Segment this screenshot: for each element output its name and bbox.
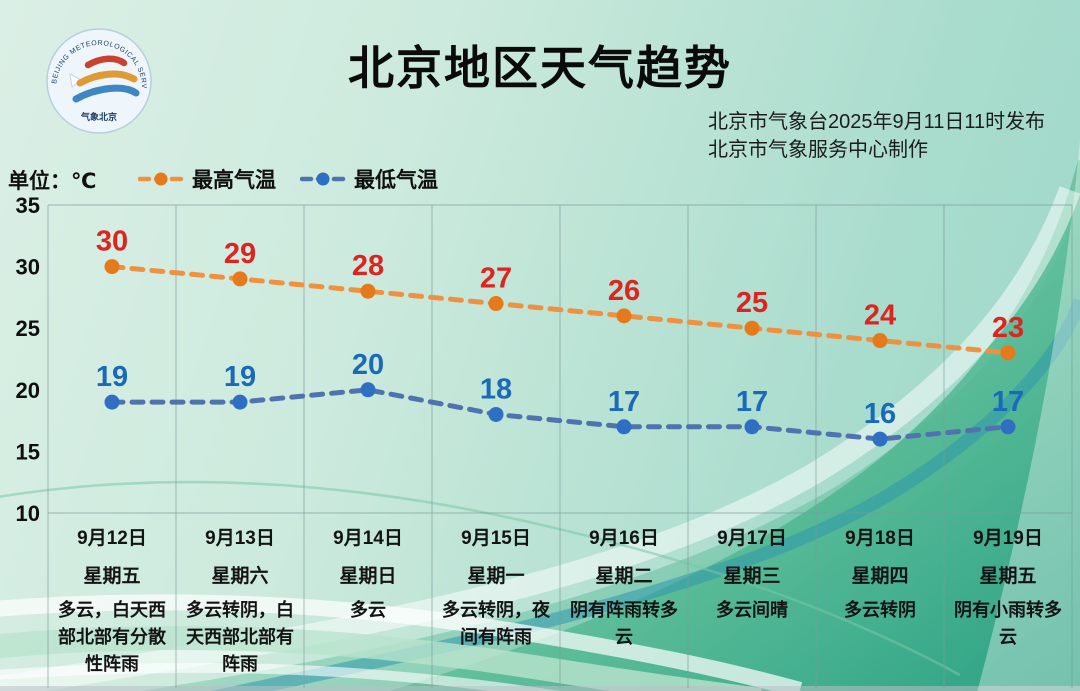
min-temp-marker bbox=[1000, 419, 1016, 435]
max-temp-value: 26 bbox=[608, 275, 640, 307]
logo-circle bbox=[46, 28, 152, 134]
max-temp-value: 25 bbox=[736, 287, 768, 319]
unit-label: 单位：℃ bbox=[8, 170, 97, 193]
max-temp-value: 29 bbox=[224, 238, 256, 270]
weekday-label: 星期五 bbox=[979, 565, 1036, 587]
wave-thin-line bbox=[0, 480, 961, 677]
logo-red-swoosh-icon bbox=[84, 55, 128, 69]
y-axis-tick-label: 10 bbox=[16, 501, 40, 526]
weather-text: 多云转阴，白天西部北部有阵雨 bbox=[186, 600, 294, 674]
publisher-line2: 北京市气象服务中心制作 bbox=[708, 139, 928, 161]
legend-item-max: 最高气温 bbox=[138, 164, 276, 194]
max-temp-value: 27 bbox=[480, 263, 512, 295]
weekday-label: 星期六 bbox=[211, 564, 268, 587]
min-temp-value: 17 bbox=[736, 386, 768, 418]
max-temp-marker bbox=[104, 259, 120, 275]
y-axis-tick-label: 15 bbox=[16, 439, 40, 464]
min-temp-value: 19 bbox=[96, 361, 128, 393]
min-temp-legend-marker-icon bbox=[300, 172, 346, 186]
min-temp-value: 17 bbox=[992, 386, 1024, 418]
min-temp-value: 20 bbox=[352, 349, 384, 381]
min-temp-marker bbox=[616, 419, 632, 435]
max-temp-value: 30 bbox=[96, 226, 128, 258]
min-temp-marker bbox=[360, 382, 376, 398]
page-title: 北京地区天气趋势 bbox=[348, 42, 732, 94]
weekday-label: 星期四 bbox=[851, 565, 908, 587]
max-temp-marker bbox=[616, 308, 632, 324]
max-temp-marker bbox=[872, 333, 888, 349]
date-label: 9月13日 bbox=[205, 528, 275, 549]
wave-white-2 bbox=[0, 662, 561, 691]
min-temp-value: 16 bbox=[864, 398, 896, 430]
weather-text: 阴有阵雨转多云 bbox=[570, 600, 678, 647]
max-temp-value: 23 bbox=[992, 312, 1024, 344]
wave-white-1 bbox=[0, 594, 803, 691]
wave-right-wedge bbox=[977, 140, 1080, 691]
logo-bottom-text: 气象北京 bbox=[80, 111, 117, 122]
min-temp-line bbox=[109, 387, 1011, 442]
max-temp-value: 24 bbox=[864, 300, 896, 332]
date-label: 9月14日 bbox=[333, 528, 403, 549]
date-label: 9月17日 bbox=[717, 528, 787, 549]
date-label: 9月19日 bbox=[973, 528, 1043, 549]
max-temp-legend-marker-icon bbox=[138, 172, 184, 186]
date-label: 9月16日 bbox=[589, 528, 659, 549]
min-temp-marker bbox=[872, 431, 888, 447]
weekday-label: 星期三 bbox=[723, 565, 780, 587]
min-temp-legend-label: 最低气温 bbox=[354, 169, 438, 192]
chart-legend: 最高气温 最低气温 bbox=[138, 164, 438, 194]
min-temp-marker bbox=[744, 419, 760, 435]
min-temp-value: 17 bbox=[608, 386, 640, 418]
logo-orange-swoosh-icon bbox=[76, 70, 138, 87]
y-axis-tick-label: 20 bbox=[16, 378, 40, 403]
max-temp-marker bbox=[360, 283, 376, 299]
min-temp-marker bbox=[104, 394, 120, 410]
weather-text: 多云间晴 bbox=[716, 600, 788, 620]
weather-text: 阴有小雨转多云 bbox=[954, 600, 1062, 647]
weekday-label: 星期二 bbox=[595, 565, 652, 587]
y-axis-tick-label: 35 bbox=[16, 193, 40, 218]
weekday-label: 星期一 bbox=[467, 565, 524, 587]
weather-text: 多云转阴，夜间有阵雨 bbox=[442, 600, 550, 647]
publisher-info: 北京市气象台2025年9月11日11时发布 北京市气象服务中心制作 bbox=[708, 108, 1045, 164]
meteorological-service-logo: BEIJING METEOROLOGICAL SERVICE 气象北京 bbox=[44, 26, 152, 134]
max-temp-marker bbox=[488, 296, 504, 312]
wave-deep-green bbox=[389, 160, 1080, 691]
weather-text: 多云，白天西部北部有分散性阵雨 bbox=[58, 600, 166, 674]
logo-dove-icon bbox=[69, 73, 82, 88]
weather-text: 多云转阴 bbox=[844, 600, 916, 620]
logo-blue-swoosh-icon bbox=[72, 84, 140, 103]
max-temp-line bbox=[109, 264, 1011, 356]
max-temp-legend-label: 最高气温 bbox=[192, 169, 276, 192]
max-temp-value: 28 bbox=[352, 250, 384, 282]
legend-item-min: 最低气温 bbox=[300, 164, 438, 194]
min-temp-marker bbox=[488, 406, 504, 422]
min-temp-value: 18 bbox=[480, 373, 512, 405]
max-temp-marker bbox=[1000, 345, 1016, 361]
date-label: 9月12日 bbox=[77, 528, 147, 549]
date-label: 9月15日 bbox=[461, 528, 531, 549]
min-temp-value: 19 bbox=[224, 361, 256, 393]
weather-text: 多云 bbox=[350, 600, 386, 620]
max-temp-marker bbox=[232, 271, 248, 287]
max-temp-marker bbox=[744, 320, 760, 336]
weekday-label: 星期五 bbox=[83, 565, 140, 587]
weekday-label: 星期日 bbox=[339, 565, 396, 587]
y-axis-tick-label: 25 bbox=[16, 316, 40, 341]
date-label: 9月18日 bbox=[845, 528, 915, 549]
min-temp-marker bbox=[232, 394, 248, 410]
publisher-line1: 北京市气象台2025年9月11日11时发布 bbox=[708, 111, 1046, 133]
y-axis-tick-label: 30 bbox=[16, 255, 40, 280]
